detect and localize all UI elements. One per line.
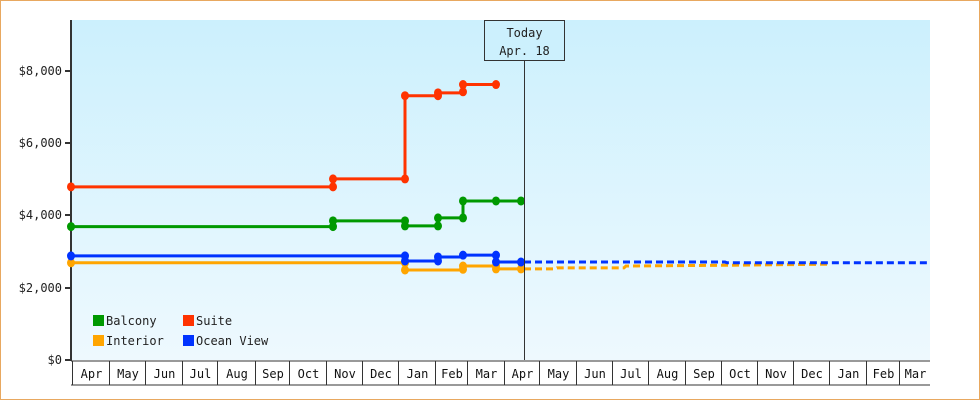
data-point[interactable]	[401, 91, 409, 101]
x-month-label: Dec	[801, 367, 823, 381]
data-point[interactable]	[459, 213, 467, 223]
x-month-label: Oct	[729, 367, 751, 381]
today-marker: Today Apr. 18	[484, 20, 565, 360]
data-point[interactable]	[67, 182, 75, 192]
x-month-label: Jul	[620, 367, 642, 381]
legend-swatch	[93, 335, 104, 346]
x-month-label: Jan	[407, 367, 429, 381]
legend-label: Ocean View	[196, 334, 269, 348]
projection-line	[524, 260, 930, 265]
data-point[interactable]	[401, 221, 409, 231]
y-tick-label: $8,000	[19, 64, 62, 78]
data-point[interactable]	[401, 174, 409, 184]
data-point[interactable]	[492, 80, 500, 90]
data-point[interactable]	[459, 87, 467, 97]
data-point[interactable]	[459, 80, 467, 90]
data-point[interactable]	[67, 222, 75, 232]
data-point[interactable]	[67, 258, 75, 268]
data-point[interactable]	[459, 250, 467, 260]
data-point[interactable]	[492, 250, 500, 260]
series-ocean-view	[67, 250, 930, 267]
x-month-label: Feb	[873, 367, 895, 381]
data-point[interactable]	[434, 221, 442, 231]
y-tick-label: $4,000	[19, 208, 62, 222]
legend-label: Balcony	[106, 314, 157, 328]
today-box	[484, 20, 565, 61]
x-month-label: Mar	[476, 367, 498, 381]
projection-line	[524, 262, 831, 271]
x-month-label: Mar	[905, 367, 927, 381]
x-month-label: Jun	[584, 367, 606, 381]
legend-label: Interior	[106, 334, 164, 348]
x-month-label: May	[548, 367, 570, 381]
data-point[interactable]	[492, 264, 500, 274]
series-suite	[67, 80, 500, 192]
legend-label: Suite	[196, 314, 232, 328]
data-point[interactable]	[459, 196, 467, 206]
x-axis: Apr May Jun Jul Aug Sep Oct Nov Dec Jan Feb Mar Apr M…	[71, 360, 930, 386]
y-axis: $0 $2,000 $4,000 $6,000 $8,000	[19, 20, 72, 367]
data-point[interactable]	[329, 216, 337, 226]
data-point[interactable]	[517, 196, 525, 206]
legend-swatch	[183, 335, 194, 346]
series-layer	[67, 80, 930, 275]
x-month-label: Nov	[334, 367, 356, 381]
legend-swatch	[93, 315, 104, 326]
data-point[interactable]	[434, 213, 442, 223]
x-month-label: Nov	[765, 367, 787, 381]
x-month-label: Oct	[298, 367, 320, 381]
data-point[interactable]	[517, 264, 525, 274]
data-point[interactable]	[329, 182, 337, 192]
legend: Balcony Suite Interior Ocean View	[93, 314, 269, 348]
x-month-label: Dec	[370, 367, 392, 381]
x-month-label: Jan	[838, 367, 860, 381]
data-point[interactable]	[401, 256, 409, 266]
legend-swatch	[183, 315, 194, 326]
x-month-label: Jul	[190, 367, 212, 381]
data-point[interactable]	[492, 196, 500, 206]
x-month-label: Jun	[154, 367, 176, 381]
legend-item-ocean-view[interactable]: Ocean View	[183, 334, 269, 348]
data-point[interactable]	[459, 261, 467, 271]
data-point[interactable]	[492, 257, 500, 267]
x-month-label: Apr	[512, 367, 534, 381]
plot-area	[72, 20, 930, 360]
y-tick-label: $2,000	[19, 281, 62, 295]
legend-item-balcony[interactable]: Balcony	[93, 314, 157, 328]
today-label: Today	[506, 26, 542, 40]
legend-item-suite[interactable]: Suite	[183, 314, 232, 328]
data-point[interactable]	[517, 257, 525, 267]
x-month-label: Sep	[262, 367, 284, 381]
x-month-label: Aug	[226, 367, 248, 381]
today-date: Apr. 18	[499, 44, 550, 58]
series-balcony	[67, 196, 525, 232]
y-tick-label: $0	[48, 353, 62, 367]
data-point[interactable]	[434, 252, 442, 262]
x-month-label: May	[117, 367, 139, 381]
x-month-label: Apr	[81, 367, 103, 381]
x-month-label: Sep	[693, 367, 715, 381]
y-tick-label: $6,000	[19, 136, 62, 150]
x-month-label: Feb	[441, 367, 463, 381]
data-point[interactable]	[401, 265, 409, 275]
data-point[interactable]	[329, 174, 337, 184]
legend-item-interior[interactable]: Interior	[93, 334, 164, 348]
data-point[interactable]	[434, 88, 442, 98]
x-month-label: Aug	[657, 367, 679, 381]
data-point[interactable]	[67, 251, 75, 261]
